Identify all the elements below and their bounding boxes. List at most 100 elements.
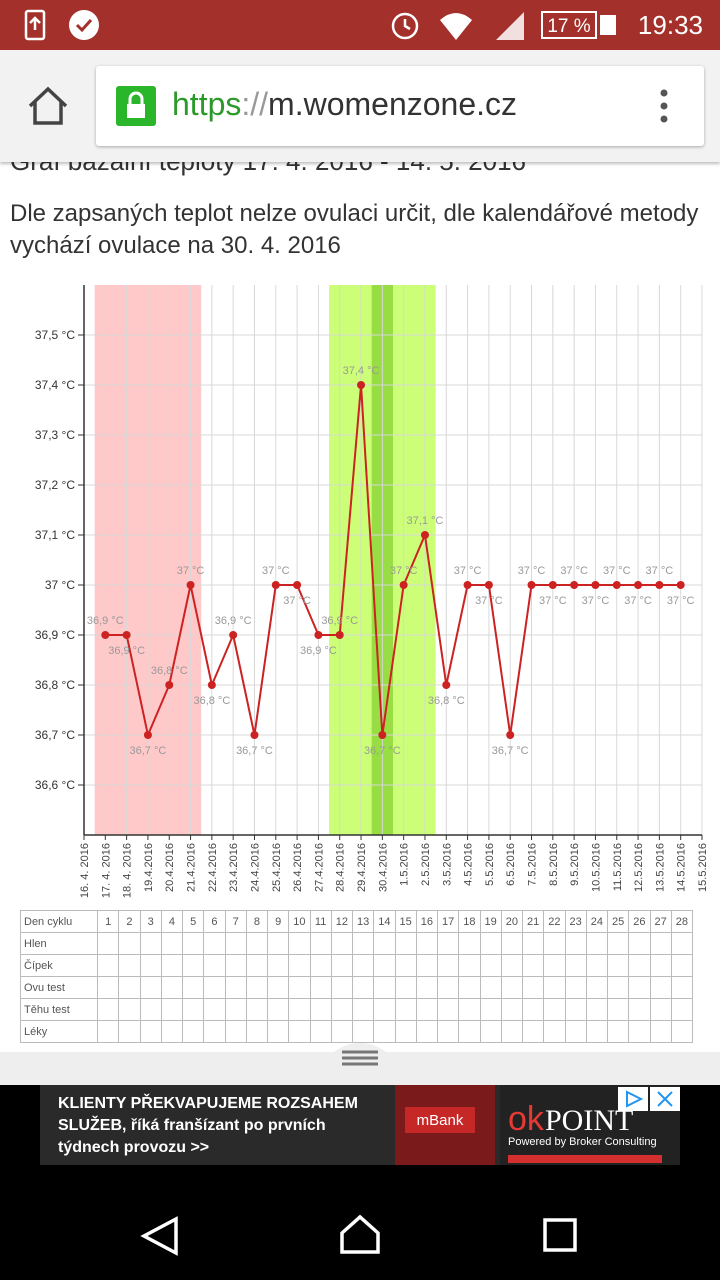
- table-cell: [160, 954, 184, 977]
- table-cell: [564, 932, 587, 955]
- drawer-handle[interactable]: [318, 1030, 402, 1085]
- table-cell: [606, 976, 630, 999]
- table-cell: [203, 998, 226, 1021]
- x-tick-label: 23.4.2016: [228, 843, 240, 892]
- table-cell: [458, 976, 481, 999]
- data-point: [207, 681, 216, 689]
- x-tick-label: 10.5.2016: [590, 843, 602, 892]
- table-cell: [96, 976, 120, 999]
- day-number: 7: [224, 910, 247, 933]
- table-cell: [415, 976, 439, 999]
- data-label: 36,9 °C: [87, 615, 124, 627]
- data-label: 36,7 °C: [364, 745, 401, 757]
- data-label: 36,9 °C: [321, 615, 358, 627]
- x-tick-label: 25.4.2016: [271, 843, 283, 892]
- table-cell: [224, 976, 247, 999]
- home-button[interactable]: [26, 86, 70, 126]
- day-number: 5: [181, 910, 205, 933]
- table-cell: [139, 932, 162, 955]
- ad-banner[interactable]: mBank ok POINT Powered by Broker Consult…: [0, 1085, 720, 1165]
- data-point: [591, 581, 600, 589]
- y-tick-label: 36,6 °C: [35, 778, 75, 792]
- table-cell: [585, 998, 609, 1021]
- table-cell: [266, 998, 290, 1021]
- data-point: [101, 631, 110, 639]
- table-cell: [139, 954, 162, 977]
- table-cell: [394, 998, 417, 1021]
- data-point: [335, 631, 344, 639]
- battery-level: 17 %: [547, 16, 590, 37]
- table-cell: [564, 1020, 587, 1043]
- table-cell: [245, 1020, 269, 1043]
- wifi-icon: [440, 13, 472, 40]
- data-label: 37 °C: [624, 595, 652, 607]
- table-cell: [415, 932, 439, 955]
- x-tick-label: 5.5.2016: [484, 843, 496, 886]
- url-bar[interactable]: https://m.womenzone.cz: [96, 66, 704, 146]
- table-cell: [118, 998, 141, 1021]
- table-cell: [521, 954, 545, 977]
- table-cell: [436, 954, 460, 977]
- table-cell: [181, 954, 205, 977]
- row-label: Těhu test: [20, 998, 98, 1021]
- brand-powered: Powered by Broker Consulting: [508, 1136, 657, 1148]
- table-cell: [245, 954, 269, 977]
- table-cell: [436, 998, 460, 1021]
- x-tick-label: 20.4.2016: [164, 843, 176, 892]
- table-cell: [245, 998, 269, 1021]
- data-label: 37 °C: [518, 565, 546, 577]
- x-tick-label: 22.4.2016: [207, 843, 219, 892]
- table-cell: [564, 954, 587, 977]
- battery-plus: [600, 15, 616, 35]
- y-tick-label: 37,3 °C: [35, 428, 75, 442]
- day-number: 26: [628, 910, 651, 933]
- table-row: Léky: [20, 1020, 694, 1043]
- table-cell: [585, 976, 609, 999]
- table-cell: [373, 998, 396, 1021]
- recents-button[interactable]: [543, 1218, 577, 1252]
- table-cell: [288, 1020, 311, 1043]
- y-tick-label: 37,1 °C: [35, 528, 75, 542]
- day-number: 28: [670, 910, 694, 933]
- menu-button[interactable]: [654, 88, 674, 126]
- data-point: [570, 581, 579, 589]
- x-tick-label: 6.5.2016: [505, 843, 517, 886]
- bank-sign: [405, 1107, 475, 1133]
- y-tick-label: 37 °C: [45, 578, 75, 592]
- table-cell: [118, 976, 141, 999]
- check: [75, 18, 93, 33]
- table-cell: [606, 932, 630, 955]
- table-cell: [521, 1020, 545, 1043]
- x-tick-label: 8.5.2016: [548, 843, 560, 886]
- data-label: 37 °C: [667, 595, 695, 607]
- x-tick-label: 17. 4. 2016: [100, 843, 112, 898]
- data-point: [143, 731, 152, 739]
- table-cell: [373, 954, 396, 977]
- table-cell: [628, 998, 651, 1021]
- table-cell: [245, 932, 269, 955]
- table-cell: [415, 1020, 439, 1043]
- day-number: 11: [309, 910, 332, 933]
- home-nav-button[interactable]: [340, 1214, 380, 1254]
- table-cell: [118, 954, 141, 977]
- data-label: 36,9 °C: [108, 645, 145, 657]
- data-label: 36,8 °C: [193, 695, 230, 707]
- browser-toolbar: https://m.womenzone.cz: [0, 50, 720, 162]
- notification-icon: [24, 9, 46, 41]
- clock: 19:33: [638, 10, 703, 40]
- bank-name: mBank: [417, 1112, 464, 1129]
- table-cell: [628, 976, 651, 999]
- day-number: 13: [351, 910, 375, 933]
- table-cell: [224, 954, 247, 977]
- day-number: 15: [394, 910, 417, 933]
- adchoices[interactable]: [618, 1087, 648, 1111]
- lock-badge: [116, 86, 156, 126]
- back-button[interactable]: [140, 1216, 178, 1256]
- table-cell: [543, 932, 566, 955]
- y-tick-label: 36,8 °C: [35, 678, 75, 692]
- y-tick-label: 37,5 °C: [35, 328, 75, 342]
- data-label: 36,8 °C: [151, 665, 188, 677]
- table-cell: [670, 954, 694, 977]
- x-tick-label: 9.5.2016: [569, 843, 581, 886]
- ad-line: SLUŽEB, říká franšízant po prvních: [58, 1117, 326, 1134]
